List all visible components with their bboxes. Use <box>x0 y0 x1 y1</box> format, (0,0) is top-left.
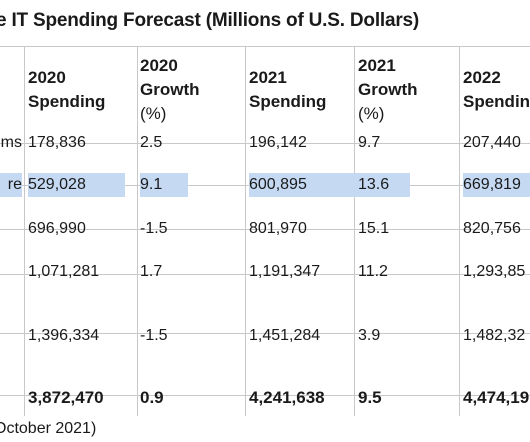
column-header-line: (%) <box>358 104 385 123</box>
column-header: 2021 Growth (%) <box>358 54 418 126</box>
table-cell: 9.5 <box>358 388 382 407</box>
column-header-line: 2021 <box>358 56 396 75</box>
selection-highlight <box>28 173 125 197</box>
selection-highlight <box>463 173 530 197</box>
table-cell: 696,990 <box>28 220 86 237</box>
table-cell: 1,293,85 <box>463 263 526 280</box>
row-divider <box>0 395 530 396</box>
column-header-line: Spending <box>28 92 106 111</box>
column-divider <box>459 46 460 416</box>
row-label: ms <box>0 134 22 151</box>
table-cell: 2.5 <box>140 134 163 151</box>
table-cell: 207,440 <box>463 134 521 151</box>
column-header: 2022 Spendin <box>463 66 530 114</box>
selection-highlight <box>0 173 22 197</box>
table-title: e IT Spending Forecast (Millions of U.S.… <box>0 8 530 38</box>
table-cell: 801,970 <box>249 220 307 237</box>
table-title-text: e IT Spending Forecast (Millions of U.S.… <box>0 10 420 31</box>
table-cell: 1,071,281 <box>28 263 100 280</box>
row-divider <box>0 46 530 47</box>
table-cell: 820,756 <box>463 220 521 237</box>
column-header-line: 2020 <box>140 56 178 75</box>
table-cell: 9.7 <box>358 134 381 151</box>
table-cell: 669,819 <box>463 176 521 193</box>
column-divider <box>24 46 25 416</box>
source-note: October 2021) <box>0 420 96 438</box>
row-divider <box>0 333 530 334</box>
column-header-line: Spending <box>249 92 327 111</box>
column-divider <box>354 46 355 416</box>
spending-table: 2020 Spending 2020 Growth (%) 2021 Spending 202… <box>0 46 530 416</box>
table-cell: 529,028 <box>28 176 86 193</box>
table-cell: -1.5 <box>140 220 168 237</box>
column-header-line: 2020 <box>28 68 66 87</box>
column-divider <box>245 46 246 416</box>
row-divider <box>0 229 530 230</box>
table-cell: 178,836 <box>28 134 86 151</box>
table-cell: 1,482,32 <box>463 327 526 344</box>
table-cell: 4,241,638 <box>249 388 325 407</box>
column-divider <box>137 46 138 416</box>
column-header-line: Spendin <box>463 92 530 111</box>
table-cell: 196,142 <box>249 134 307 151</box>
table-cell: 0.9 <box>140 388 164 407</box>
column-header: 2021 Spending <box>249 66 326 114</box>
table-cell: -1.5 <box>140 327 168 344</box>
table-cell: 600,895 <box>249 176 307 193</box>
table-cell: 3.9 <box>358 327 381 344</box>
selection-highlight <box>140 173 188 197</box>
selection-highlight <box>249 173 359 197</box>
table-cell: 1,396,334 <box>28 327 100 344</box>
selection-highlight <box>358 173 410 197</box>
row-divider <box>0 274 530 275</box>
table-cell: 11.2 <box>358 263 388 280</box>
column-header-line: (%) <box>140 104 167 123</box>
table-cell: 1,451,284 <box>249 327 321 344</box>
column-header: 2020 Spending <box>28 66 105 114</box>
column-header-line: Growth <box>358 80 418 99</box>
table-cell: 1.7 <box>140 263 163 280</box>
table-cell: 13.6 <box>358 176 390 193</box>
row-label: re <box>7 176 22 193</box>
column-header-line: 2022 <box>463 68 501 87</box>
table-cell: 3,872,470 <box>28 388 104 407</box>
column-header-line: Growth <box>140 80 200 99</box>
row-divider <box>0 143 530 144</box>
column-header-line: 2021 <box>249 68 287 87</box>
table-cell: 4,474,19 <box>463 388 530 407</box>
table-cell: 1,191,347 <box>249 263 321 280</box>
source-note-text: October 2021) <box>0 420 97 437</box>
table-cell: 9.1 <box>140 176 163 193</box>
table-cell: 15.1 <box>358 220 390 237</box>
column-header: 2020 Growth (%) <box>140 54 200 126</box>
